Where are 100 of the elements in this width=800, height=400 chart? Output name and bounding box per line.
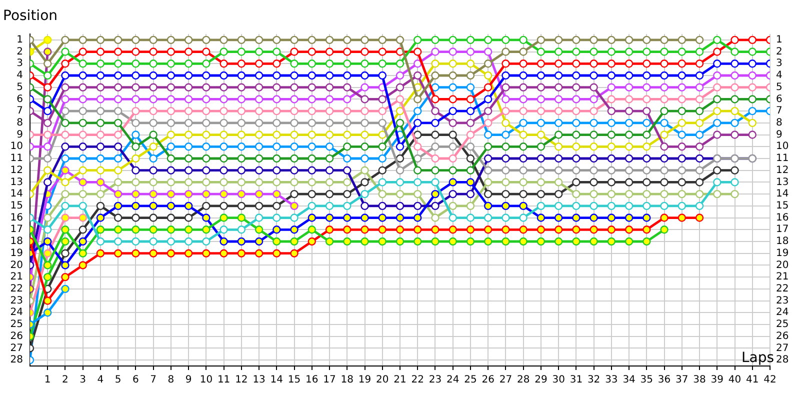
point <box>325 48 334 56</box>
point <box>502 178 510 186</box>
point <box>695 154 704 163</box>
point <box>96 71 105 80</box>
point <box>396 60 404 68</box>
point <box>44 142 52 151</box>
point <box>624 71 634 80</box>
point <box>554 71 563 80</box>
point <box>396 178 404 186</box>
y2-tick-label: 21 <box>776 272 789 283</box>
point <box>132 95 140 104</box>
point <box>78 226 87 234</box>
point <box>132 142 140 151</box>
point <box>78 71 87 80</box>
point <box>378 154 386 163</box>
point <box>414 36 422 44</box>
point <box>61 237 70 246</box>
point <box>414 166 422 174</box>
point <box>519 48 528 56</box>
point <box>713 166 722 174</box>
point <box>466 118 475 128</box>
point <box>44 83 52 92</box>
point <box>114 154 122 163</box>
point <box>713 178 722 186</box>
point <box>149 71 158 80</box>
point <box>44 71 52 80</box>
point <box>149 166 158 174</box>
point <box>44 166 52 174</box>
point <box>149 60 158 68</box>
point <box>660 202 668 210</box>
point <box>61 226 70 234</box>
point <box>572 130 580 139</box>
point <box>308 36 316 44</box>
y-tick-label: 25 <box>10 319 23 330</box>
point <box>290 95 298 104</box>
point <box>290 71 298 80</box>
point <box>254 190 264 198</box>
point <box>360 60 369 68</box>
point <box>484 237 492 246</box>
point <box>378 106 386 116</box>
point <box>713 36 722 44</box>
point <box>519 71 528 80</box>
point <box>678 142 686 151</box>
point <box>642 106 651 116</box>
point <box>61 154 70 163</box>
x-tick-label: 11 <box>217 374 230 386</box>
point <box>78 249 87 258</box>
point <box>220 178 228 186</box>
point <box>254 130 264 139</box>
x-tick-label: 22 <box>411 374 424 386</box>
y-tick-label: 3 <box>16 58 23 70</box>
y-tick-label: 9 <box>16 129 23 140</box>
point <box>590 71 598 80</box>
point <box>254 71 264 80</box>
point <box>290 130 298 139</box>
point <box>44 154 52 163</box>
point <box>730 60 739 68</box>
point <box>624 36 634 44</box>
point <box>590 154 598 163</box>
point <box>132 154 140 163</box>
point <box>360 106 369 116</box>
point <box>572 95 580 104</box>
point <box>272 178 281 186</box>
point <box>61 60 70 68</box>
point <box>448 83 457 92</box>
point <box>308 237 316 246</box>
point <box>308 130 316 139</box>
point <box>554 36 563 44</box>
point <box>519 106 528 116</box>
point <box>536 154 546 163</box>
point <box>624 154 634 163</box>
point <box>466 214 475 222</box>
point <box>44 272 52 282</box>
point <box>414 130 422 139</box>
y2-tick-label: 2 <box>776 46 782 58</box>
point <box>78 261 87 270</box>
point <box>466 226 475 234</box>
y-tick-label: 16 <box>10 212 23 224</box>
point <box>713 130 722 139</box>
point <box>414 60 422 68</box>
point <box>114 48 122 56</box>
y2-tick-label: 18 <box>776 236 789 248</box>
point <box>414 178 422 186</box>
point <box>519 60 528 68</box>
point <box>695 142 704 151</box>
point <box>396 106 404 116</box>
point <box>166 237 176 246</box>
point <box>360 178 369 186</box>
point <box>519 118 528 128</box>
point <box>502 60 510 68</box>
point <box>325 237 334 246</box>
point <box>308 214 316 222</box>
point <box>360 154 369 163</box>
point <box>237 48 246 56</box>
y-tick-label: 28 <box>10 354 23 366</box>
x-tick-label: 35 <box>640 374 654 386</box>
point <box>519 178 528 186</box>
point <box>484 106 492 116</box>
point <box>61 249 70 258</box>
point <box>237 226 246 234</box>
